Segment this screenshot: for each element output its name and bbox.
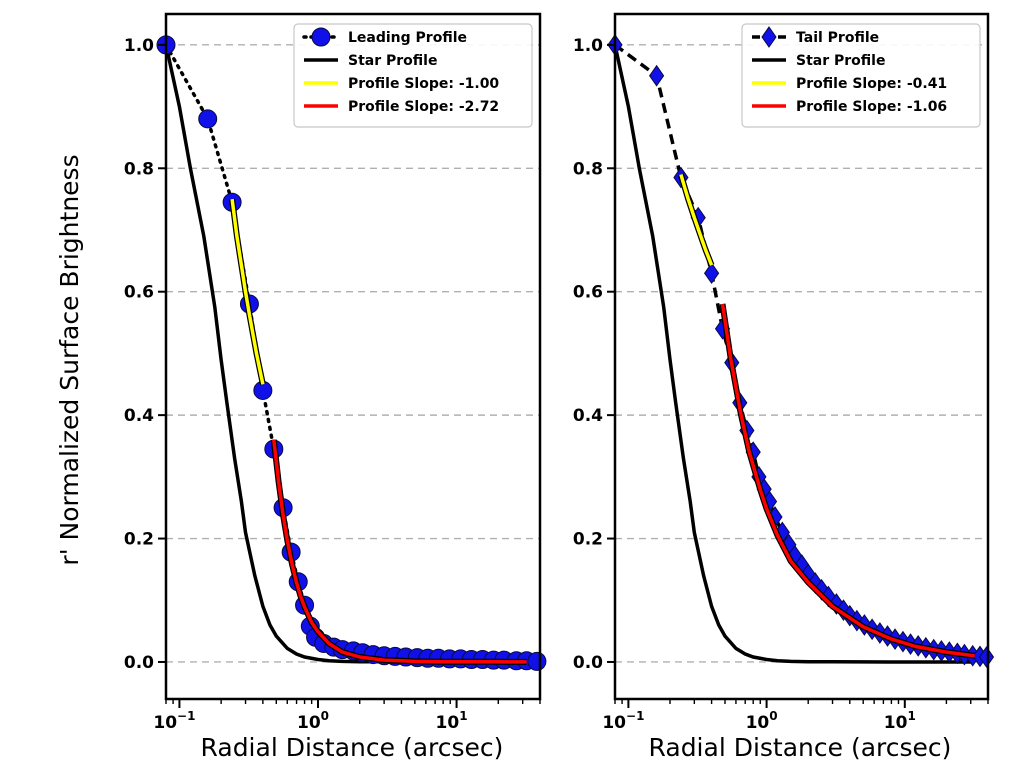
right-y-tick-label: 0.8: [573, 159, 603, 179]
x-axis-label-left: Radial Distance (arcsec): [201, 733, 504, 762]
right-series-profile-slope-1-06-outline: [719, 303, 975, 659]
right-x-tick-label: 10−1: [602, 709, 644, 733]
right-plot-frame: [613, 12, 990, 701]
right-legend-label: Star Profile: [796, 53, 885, 69]
right-x-tick-label: 101: [884, 709, 916, 733]
right-series-star-profile-line: [613, 44, 975, 664]
right-series-tail-profile-point: [648, 64, 665, 87]
left-y-tick-label: 0.0: [124, 653, 154, 673]
left-legend-label: Profile Slope: -2.72: [348, 99, 499, 115]
left-x-tick-label: 100: [297, 709, 329, 733]
left-legend-box: [293, 23, 533, 128]
right-legend-label: Profile Slope: -0.41: [796, 76, 947, 92]
left-plot-frame: [164, 12, 542, 701]
right-legend-entry-tail-profile: Tail Profile: [752, 26, 879, 48]
left-series: [156, 35, 547, 671]
left-legend-entry-star-profile: Star Profile: [304, 53, 437, 69]
right-series-tail-profile-point: [978, 646, 995, 668]
right-legend-label: Profile Slope: -1.06: [796, 99, 947, 115]
left-y-tick-label: 0.2: [124, 530, 154, 550]
right-legend-marker: [761, 26, 777, 48]
left-legend-entry-leading-profile: Leading Profile: [302, 27, 467, 47]
left-y-tick-label: 1.0: [124, 36, 154, 56]
right-legend-box: [741, 23, 981, 128]
right-y-tick-label: 0.2: [573, 530, 603, 550]
y-axis-label: r' Normalized Surface Brightness: [55, 154, 84, 565]
right-legend-label: Tail Profile: [796, 30, 879, 46]
right-panel: 0.0 0.2 0.4 0.6 0.8 1.0 10−1 100 101 Tail Profil…: [573, 12, 995, 733]
left-legend-label: Star Profile: [348, 53, 437, 69]
right-y-tick-label: 1.0: [573, 36, 603, 56]
left-legend-label: Profile Slope: -1.00: [348, 76, 499, 92]
left-y-tick-label: 0.6: [124, 283, 154, 303]
left-y-tick-label: 0.8: [124, 159, 154, 179]
left-legend-label: Leading Profile: [348, 30, 467, 46]
left-x-tick-label: 101: [436, 709, 468, 733]
left-y-tick-label: 0.4: [124, 406, 154, 426]
left-legend: Leading Profile Star Profile Profile Slope…: [293, 23, 533, 128]
right-y-tick-label: 0.0: [573, 653, 603, 673]
right-series-profile-slope-1-06-line: [720, 303, 975, 658]
left-legend-entry-profile-slope-1-00: Profile Slope: -1.00: [304, 76, 499, 92]
left-series-profile-slope-1-00-line: [230, 198, 265, 385]
left-series-leading-profile-point: [527, 651, 547, 671]
right-series-tail-profile-point: [703, 262, 720, 285]
left-x-tick-label: 10−1: [153, 709, 195, 733]
left-legend-marker: [311, 27, 331, 47]
right-y-tick-label: 0.4: [573, 406, 603, 426]
right-legend: Tail Profile Star Profile Profile Slope: -…: [741, 23, 981, 128]
left-legend-entry-profile-slope-2-72: Profile Slope: -2.72: [304, 99, 499, 115]
left-series-profile-slope-2-72-line: [272, 439, 527, 664]
left-panel: 0.0 0.2 0.4 0.6 0.8 1.0 10−1 100 101 Leading Pro…: [124, 12, 547, 733]
right-legend-entry-profile-slope-1-06: Profile Slope: -1.06: [752, 99, 947, 115]
right-legend-entry-star-profile: Star Profile: [752, 53, 885, 69]
right-x-tick-label: 100: [746, 709, 778, 733]
right-series-profile-slope-0-41-line: [679, 174, 714, 266]
right-legend-entry-profile-slope-0-41: Profile Slope: -0.41: [752, 76, 947, 92]
right-y-tick-label: 0.6: [573, 283, 603, 303]
left-series-leading-profile-point: [198, 109, 218, 129]
left-ticks: 0.0 0.2 0.4 0.6 0.8 1.0 10−1 100 101: [124, 36, 541, 733]
left-series-star-profile-line: [164, 44, 527, 664]
right-series: [607, 33, 995, 668]
x-axis-label-right: Radial Distance (arcsec): [649, 733, 952, 762]
